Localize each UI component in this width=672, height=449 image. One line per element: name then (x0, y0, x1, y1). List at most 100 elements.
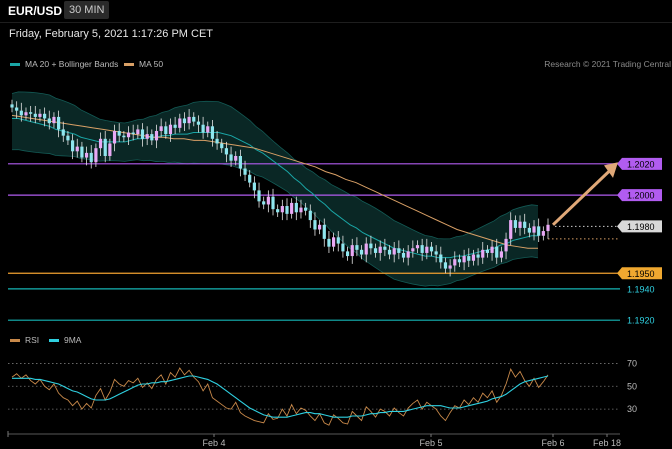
candle-body (537, 226, 541, 236)
candle-body (383, 246, 387, 250)
candle-body (322, 224, 326, 239)
candle-body (290, 202, 294, 214)
bollinger-lower-line (11, 149, 539, 287)
header-bar: EUR/USD 30 MIN (0, 0, 672, 23)
candle-body (33, 113, 37, 117)
candle-body (359, 249, 364, 255)
candle-body (457, 259, 462, 263)
candle-body (238, 156, 242, 169)
candle-body (429, 246, 434, 252)
candle-body (345, 251, 350, 257)
candle-body (257, 190, 261, 202)
candle-body (52, 116, 56, 124)
candle-body (434, 251, 438, 255)
x-tick-label: Feb 18 (593, 438, 621, 448)
candle-body (387, 249, 392, 255)
candle-body (527, 227, 531, 233)
candle-body (262, 201, 266, 205)
candle-body (369, 243, 373, 249)
candle-body (471, 254, 476, 261)
rsi-ma-line (12, 375, 549, 418)
candle-body (145, 134, 149, 139)
candle-body (140, 129, 145, 139)
ma20-label: MA 20 + Bollinger Bands (25, 59, 119, 69)
candle-body (541, 231, 545, 236)
candle-body (108, 143, 112, 156)
candle-body (154, 130, 159, 141)
candle-body (173, 124, 177, 128)
candle-body (252, 182, 256, 191)
timeframe-button[interactable]: 30 MIN (64, 1, 110, 19)
candle-body (112, 130, 117, 144)
candle-body (182, 118, 187, 124)
candle-body (122, 135, 126, 138)
candle-body (276, 209, 280, 213)
candle-body (439, 254, 443, 263)
candle-body (47, 118, 51, 124)
candle-body (192, 116, 196, 122)
rsi-level-label: 50 (627, 381, 637, 391)
candle-body (131, 132, 135, 135)
candle-body (98, 138, 103, 149)
candle-body (103, 138, 107, 156)
rsi-swatch (10, 338, 20, 342)
candle-body (10, 104, 14, 108)
candle-body (178, 118, 182, 128)
candle-body (89, 152, 93, 163)
forecast-arrowhead (604, 162, 618, 178)
level-tag (617, 157, 662, 170)
ma50-swatch (124, 62, 134, 66)
level-label: 1.2000 (627, 191, 655, 201)
candle-body (401, 252, 406, 258)
candle-body (448, 265, 452, 269)
candle-body (378, 246, 382, 253)
candle-body (15, 107, 19, 111)
candle-body (495, 246, 499, 258)
symbol-label: EUR/USD (8, 4, 63, 18)
candle-body (187, 116, 191, 124)
rsi-label: RSI (25, 335, 40, 345)
candle-body (126, 132, 131, 138)
candle-body (476, 254, 480, 258)
candle-body (38, 113, 42, 117)
candle-body (80, 146, 84, 158)
candle-body (61, 129, 65, 136)
candle-body (280, 206, 284, 213)
x-tick-label: Feb 5 (419, 438, 442, 448)
candle-body (117, 130, 121, 136)
level-label: 1.1980 (627, 222, 655, 232)
candle-body (462, 256, 466, 263)
candle-body (420, 245, 424, 253)
candle-body (243, 168, 247, 175)
candle-body (355, 245, 359, 250)
bollinger-upper-line (11, 91, 539, 240)
candle-body (224, 148, 228, 155)
research-credit: Research © 2021 Trading Central (544, 59, 671, 69)
candle-body (66, 135, 70, 141)
candle-body (490, 246, 494, 253)
level-label: 1.1940 (627, 284, 655, 294)
candle-body (313, 220, 317, 230)
candle-body (499, 251, 503, 258)
candle-body (29, 112, 33, 114)
candle-body (201, 124, 205, 133)
candle-body (332, 237, 336, 247)
candle-body (229, 154, 233, 161)
candle-body (266, 196, 270, 205)
level-label: 1.2020 (627, 159, 655, 169)
candle-body (19, 110, 23, 116)
candle-body (84, 152, 89, 158)
candle-body (24, 112, 28, 116)
candle-body (210, 126, 215, 139)
ma50-label: MA 50 (139, 59, 164, 69)
candle-body (168, 124, 173, 135)
candle-body (220, 143, 224, 149)
ma50-line (11, 114, 538, 249)
candle-body (481, 249, 485, 258)
candle-body (425, 246, 429, 253)
candle-body (411, 248, 415, 252)
level-label: 1.1950 (627, 269, 655, 279)
legend-ma50: MA 50 (124, 59, 163, 69)
candle-body (304, 207, 308, 211)
